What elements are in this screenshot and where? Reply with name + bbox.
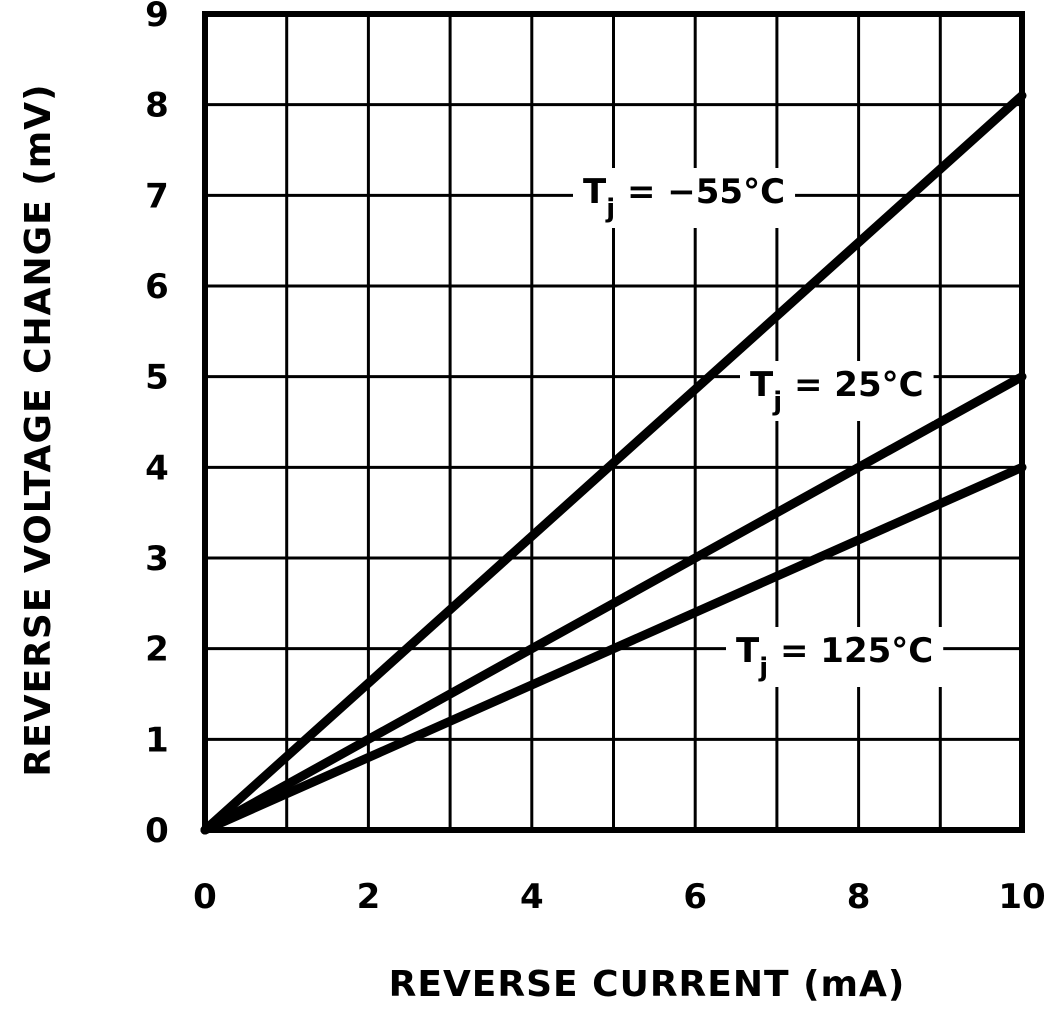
y-tick-label: 5 [145,358,169,398]
series-label-125-main: T [736,631,760,671]
series-label-neg55-sub: j [605,194,615,224]
series-label-25-rest: = 25°C [782,365,923,405]
series-label-25-sub: j [772,387,782,417]
x-tick-label: 10 [998,877,1045,917]
plot-frame [202,11,1025,833]
series-lines [200,91,1027,835]
y-axis-title: REVERSE VOLTAGE CHANGE (mV) [18,83,59,776]
y-tick-label: 0 [145,811,169,851]
series-label-background [573,168,796,228]
series-line-1 [200,372,1027,835]
series-labels: Tj = −55°C Tj = 25°C Tj = 125°C [573,168,944,687]
x-tick-label: 2 [357,877,381,917]
series-line-2 [200,462,1027,835]
y-tick-label: 2 [145,630,169,670]
y-tick-label: 4 [145,448,169,488]
series-label-125-rest: = 125°C [768,631,933,671]
series-label-neg55: Tj = −55°C [583,172,785,224]
y-tick-label: 7 [145,176,169,216]
x-axis-title: REVERSE CURRENT (mA) [389,964,906,1005]
series-label-25-main: T [750,365,774,405]
y-tick-label: 3 [145,539,169,579]
series-label-background [740,361,934,421]
series-label-neg55-main: T [583,172,607,212]
y-tick-label: 8 [145,86,169,126]
x-tick-label: 6 [683,877,707,917]
series-line-0 [200,91,1027,835]
x-tick-label: 8 [847,877,871,917]
series-label-neg55-rest: = −55°C [615,172,785,212]
y-tick-label: 9 [145,0,169,35]
series-label-background [726,627,944,687]
x-tick-label: 0 [193,877,217,917]
y-tick-label: 6 [145,267,169,307]
y-tick-label: 1 [145,720,169,760]
x-tick-label: 4 [520,877,544,917]
tick-labels: 0 2 4 6 8 10 0 1 2 3 4 5 6 7 8 9 [145,0,1046,917]
series-label-25: Tj = 25°C [750,365,924,417]
grid [205,14,1022,830]
series-label-125-sub: j [758,653,768,683]
series-label-125: Tj = 125°C [736,631,933,683]
